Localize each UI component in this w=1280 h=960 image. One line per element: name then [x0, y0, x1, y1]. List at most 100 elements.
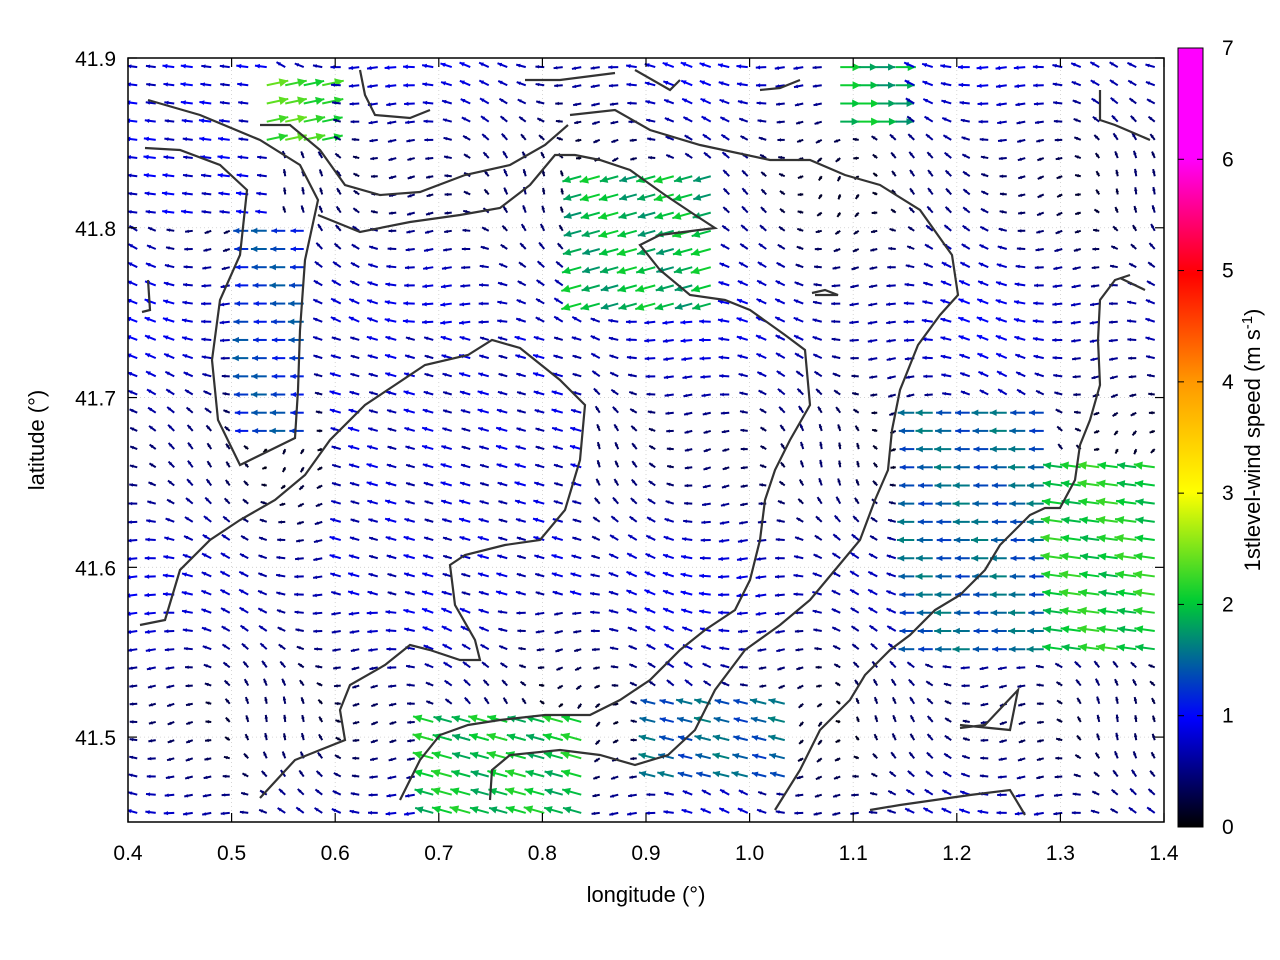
wind-arrow-head [515, 499, 520, 504]
wind-arrow [1132, 570, 1155, 579]
wind-arrow [424, 354, 434, 360]
wind-arrow [644, 607, 656, 614]
wind-arrow-head [732, 753, 740, 760]
wind-arrow [516, 572, 527, 578]
wind-arrow [608, 336, 619, 341]
wind-arrow-head [349, 809, 354, 814]
wind-arrow-head [944, 735, 949, 740]
wind-arrow [221, 625, 231, 632]
wind-arrow-head [646, 644, 652, 649]
wind-arrow-head [282, 751, 286, 756]
wind-arrow [553, 297, 564, 305]
wind-arrow-head [533, 372, 539, 377]
wind-arrow-head [991, 536, 998, 544]
wind-arrow-head [371, 703, 376, 707]
wind-arrow [630, 756, 637, 761]
wind-arrow-head [1079, 570, 1088, 579]
wind-arrow-head [758, 501, 763, 506]
wind-arrow [219, 338, 230, 343]
wind-arrow [972, 646, 989, 653]
wind-arrow [990, 609, 1007, 616]
wind-arrow [185, 721, 194, 725]
wind-arrow [243, 678, 250, 687]
wind-arrow [774, 316, 786, 323]
wind-arrow [312, 593, 323, 598]
wind-arrow-head [263, 448, 268, 453]
wind-arrow-head [205, 720, 210, 724]
wind-arrow [1026, 482, 1044, 489]
wind-arrow [1055, 756, 1063, 760]
wind-arrow [535, 316, 545, 323]
wind-arrow [942, 665, 952, 669]
wind-arrow-head [537, 665, 542, 670]
wind-arrow [662, 607, 675, 614]
wind-arrow-head [696, 771, 703, 778]
wind-arrow-head [798, 704, 803, 708]
wind-arrow [269, 427, 286, 435]
wind-arrow-head [350, 518, 355, 523]
wind-arrow [718, 336, 730, 342]
wind-arrow-head [721, 682, 726, 686]
wind-arrow-head [701, 790, 707, 794]
wind-arrow-head [936, 555, 943, 562]
wind-arrow [146, 666, 156, 671]
wind-arrow [799, 423, 805, 432]
wind-arrow [854, 425, 860, 432]
wind-arrow [1115, 714, 1120, 723]
wind-arrow [1132, 678, 1138, 687]
wind-arrow [204, 738, 212, 743]
wind-arrow-head [221, 534, 227, 539]
wind-arrow [421, 301, 434, 307]
wind-arrow [815, 665, 822, 670]
wind-arrow [403, 390, 416, 396]
wind-arrow-head [906, 789, 911, 794]
wind-arrow-head [870, 393, 875, 397]
wind-arrow-head [423, 645, 429, 649]
wind-arrow [569, 444, 582, 451]
wind-arrow [405, 793, 415, 798]
wind-arrow-head [478, 518, 484, 523]
wind-arrow-head [645, 553, 651, 558]
wind-arrow [498, 354, 508, 360]
wind-arrow [533, 336, 545, 341]
wind-arrow [954, 446, 970, 453]
wind-arrow-head [201, 337, 206, 342]
wind-arrow [347, 572, 360, 578]
wind-arrow [543, 751, 564, 760]
wind-arrow [440, 481, 453, 487]
wind-arrow-head [387, 427, 392, 432]
wind-arrow-head [758, 390, 763, 394]
wind-arrow [759, 684, 767, 688]
wind-arrow-head [1072, 357, 1076, 361]
wind-arrow-head [385, 536, 391, 541]
wind-arrow-head [517, 391, 522, 395]
wind-arrow [664, 517, 675, 523]
wind-arrow-head [348, 572, 354, 577]
wind-arrow-head [739, 521, 743, 525]
wind-arrow-head [780, 462, 785, 467]
wind-arrow [385, 481, 397, 487]
wind-arrow [593, 666, 600, 670]
wind-arrow [220, 356, 230, 361]
wind-arrow [349, 280, 360, 287]
wind-arrow-head [718, 592, 723, 597]
wind-arrow [818, 423, 823, 432]
wind-arrow-head [479, 283, 484, 287]
wind-arrow-head [888, 519, 892, 523]
wind-arrow [283, 714, 287, 723]
wind-arrow-head [592, 793, 597, 798]
wind-arrow-head [694, 734, 702, 741]
wind-arrow [329, 535, 342, 542]
wind-arrow [944, 717, 952, 723]
wind-arrow-head [798, 406, 803, 411]
wind-arrow [166, 757, 175, 762]
wind-arrow [1009, 500, 1026, 507]
wind-arrow-head [330, 354, 336, 359]
wind-arrow-head [903, 319, 908, 324]
wind-arrow [980, 702, 989, 707]
wind-arrow-head [496, 426, 502, 432]
wind-arrow-head [683, 662, 689, 666]
wind-arrow-head [571, 409, 576, 413]
wind-arrow-head [480, 644, 485, 649]
wind-arrow-head [282, 696, 287, 701]
